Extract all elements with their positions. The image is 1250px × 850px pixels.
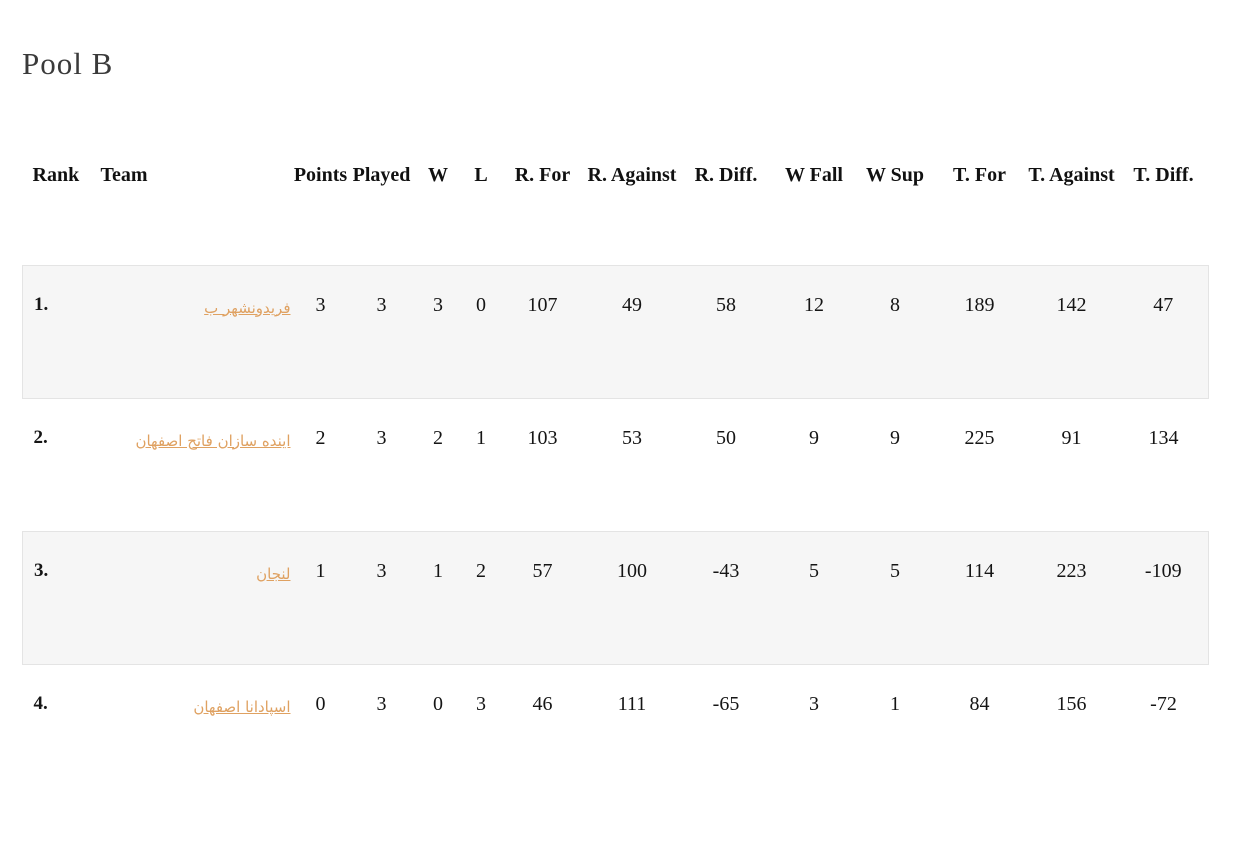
- cell-w: 3: [433, 293, 443, 316]
- cell-w_sup: 5: [890, 559, 900, 582]
- cell-l: 3: [476, 692, 486, 715]
- cell-t_against: 142: [1056, 293, 1087, 316]
- cell-r_for: 107: [527, 293, 558, 316]
- table-body: 1. فریدونشهر ب 3 3 3 0 107 49 58 12 8 189 142 47 2. این…: [22, 265, 1209, 797]
- cell-r_against: 49: [622, 293, 642, 316]
- cell-t_diff: 47: [1153, 293, 1174, 316]
- header-cell-w_sup: W Sup: [865, 164, 924, 186]
- cell-t_for: 189: [964, 293, 995, 316]
- team-link[interactable]: اینده سازان فاتح اصفهان: [135, 431, 291, 450]
- header-cell-r_diff: R. Diff.: [694, 164, 758, 186]
- team-cell: اسپادانا اصفهان: [86, 664, 293, 797]
- cell-t_against: 156: [1056, 692, 1087, 715]
- header-cell-rank: Rank: [32, 164, 80, 186]
- cell-w_fall: 12: [804, 293, 824, 316]
- cell-r_diff: 50: [716, 426, 736, 449]
- cell-r_diff: 58: [716, 293, 736, 316]
- cell-r_against: 100: [617, 559, 647, 582]
- cell-played: 3: [376, 559, 387, 582]
- cell-played: 3: [376, 426, 387, 449]
- header-cell-w_fall: W Fall: [785, 164, 843, 186]
- cell-w: 1: [433, 559, 443, 582]
- cell-t_diff: -72: [1150, 692, 1177, 715]
- cell-w_sup: 1: [890, 692, 900, 715]
- cell-r_against: 111: [617, 692, 647, 715]
- team-link[interactable]: فریدونشهر ب: [204, 298, 291, 317]
- table-row: 3. لنجان 1 3 1 2 57 100 -43 5 5 114 223 -109: [22, 531, 1209, 664]
- table-row: 1. فریدونشهر ب 3 3 3 0 107 49 58 12 8 189 142 47: [22, 265, 1209, 398]
- table-row: 2. اینده سازان فاتح اصفهان 2 3 2 1 103 53 50 9 9 22…: [23, 398, 1209, 531]
- cell-t_against: 223: [1056, 559, 1087, 582]
- header-cell-team: Team: [100, 164, 148, 186]
- standings-table: Rank Team Points Played W L R. For R. Against R.…: [22, 150, 1209, 797]
- cell-l: 0: [476, 293, 486, 316]
- team-cell: لنجان: [86, 531, 293, 664]
- header-cell-r_for: R. For: [514, 164, 571, 186]
- cell-r_for: 103: [527, 426, 558, 449]
- team-cell: اینده سازان فاتح اصفهان: [86, 398, 293, 531]
- cell-r_diff: -65: [712, 692, 740, 715]
- header-cell-points: Points: [293, 164, 348, 186]
- team-link[interactable]: اسپادانا اصفهان: [193, 697, 291, 716]
- rank-cell: 1.: [34, 293, 49, 315]
- cell-points: 3: [315, 293, 326, 316]
- header-cell-l: L: [474, 164, 488, 186]
- header-cell-t_against: T. Against: [1028, 164, 1115, 186]
- team-cell: فریدونشهر ب: [86, 265, 293, 398]
- cell-r_against: 53: [622, 426, 642, 449]
- cell-played: 3: [376, 692, 387, 715]
- header-cell-played: Played: [352, 164, 411, 186]
- cell-t_for: 225: [964, 426, 995, 449]
- cell-t_for: 84: [969, 692, 990, 715]
- team-link[interactable]: لنجان: [256, 564, 291, 583]
- rank-cell: 2.: [33, 426, 48, 448]
- table-row: 4. اسپادانا اصفهان 0 3 0 3 46 111 -65 3 1 84 156 -72: [23, 664, 1209, 797]
- header-cell-t_diff: T. Diff.: [1133, 164, 1194, 186]
- cell-points: 1: [315, 559, 326, 582]
- cell-w: 2: [433, 426, 443, 449]
- cell-t_diff: 134: [1148, 426, 1179, 449]
- cell-l: 1: [476, 426, 486, 449]
- header-cell-w: W: [428, 164, 448, 186]
- cell-points: 2: [315, 426, 326, 449]
- cell-w_sup: 9: [890, 426, 900, 449]
- header-cell-t_for: T. For: [953, 164, 1006, 186]
- cell-w_fall: 9: [809, 426, 819, 449]
- cell-l: 2: [476, 559, 486, 582]
- cell-w_fall: 3: [809, 692, 819, 715]
- cell-t_for: 114: [964, 559, 995, 582]
- table-header-row: Rank Team Points Played W L R. For R. Against R.…: [23, 150, 1209, 265]
- cell-w: 0: [433, 692, 443, 715]
- cell-r_for: 57: [532, 559, 553, 582]
- cell-w_sup: 8: [890, 293, 900, 316]
- rank-cell: 4.: [33, 692, 48, 714]
- cell-r_for: 46: [532, 692, 553, 715]
- table-header: Rank Team Points Played W L R. For R. Against R.…: [23, 150, 1209, 265]
- cell-played: 3: [376, 293, 387, 316]
- rank-cell: 3.: [34, 559, 49, 581]
- cell-points: 0: [315, 692, 326, 715]
- cell-t_against: 91: [1061, 426, 1082, 449]
- cell-r_diff: -43: [712, 559, 740, 582]
- cell-t_diff: -109: [1144, 559, 1182, 582]
- page-title: Pool B: [22, 46, 114, 81]
- cell-w_fall: 5: [809, 559, 819, 582]
- header-cell-r_against: R. Against: [587, 164, 677, 186]
